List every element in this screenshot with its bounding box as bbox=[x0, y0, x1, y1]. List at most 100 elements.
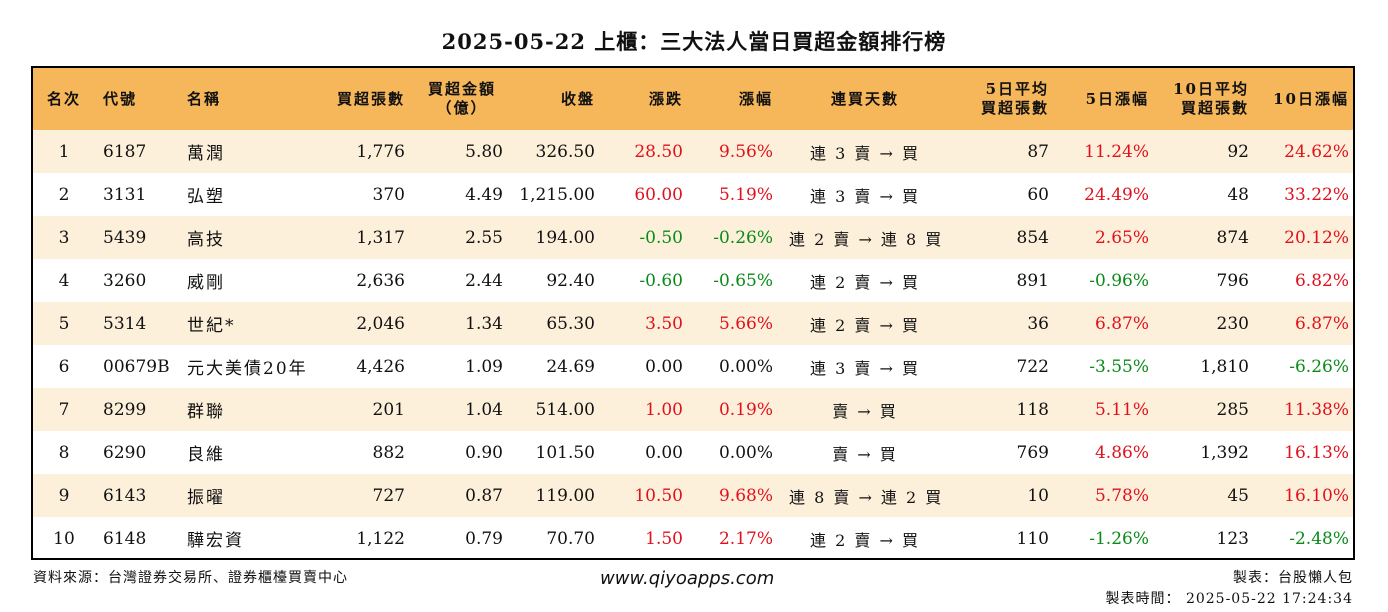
cell-change: -0.60 bbox=[639, 270, 683, 291]
cell-avg5: 10 bbox=[1027, 485, 1049, 506]
cell-pct5: 11.24% bbox=[1084, 141, 1149, 162]
cell-change: -0.50 bbox=[639, 227, 683, 248]
cell-name: 弘塑 bbox=[187, 187, 225, 207]
cell-change: 1.50 bbox=[645, 528, 683, 549]
cell-pct10: 16.13% bbox=[1284, 442, 1349, 463]
cell-pct10: 20.12% bbox=[1284, 227, 1349, 248]
cell-buy-amount: 1.34 bbox=[465, 313, 503, 334]
cell-change: 10.50 bbox=[634, 485, 683, 506]
cell-pct: -0.65% bbox=[713, 270, 773, 291]
cell-avg10: 123 bbox=[1216, 528, 1249, 549]
cell-buy-lots: 370 bbox=[372, 184, 405, 205]
cell-pct: 0.00% bbox=[718, 442, 773, 463]
cell-pct: 0.00% bbox=[718, 356, 773, 377]
cell-avg5: 722 bbox=[1016, 356, 1049, 377]
table-row: 4 3260 威剛 2,636 2.44 92.40 -0.60 -0.65% 連 2 賣 → … bbox=[33, 259, 1353, 302]
ranking-table: 名次 代號 名稱 買超張數 買超金額 （億） 收盤 漲跌 漲幅 連買天數 5日平… bbox=[31, 66, 1355, 560]
data-source: 資料來源：台灣證券交易所、證券櫃檯買賣中心 bbox=[33, 570, 348, 586]
cell-buy-lots: 882 bbox=[372, 442, 405, 463]
cell-streak: 連 3 賣 → 買 bbox=[810, 143, 920, 163]
cell-change: 60.00 bbox=[634, 184, 683, 205]
header-pct10: 10日漲幅 bbox=[1273, 89, 1349, 108]
cell-pct10: 33.22% bbox=[1284, 184, 1349, 205]
cell-change: 28.50 bbox=[634, 141, 683, 162]
cell-buy-amount: 1.04 bbox=[465, 399, 503, 420]
table-row: 7 8299 群聯 201 1.04 514.00 1.00 0.19% 賣 → 買 118 5.1… bbox=[33, 388, 1353, 431]
cell-avg5: 769 bbox=[1016, 442, 1049, 463]
cell-avg10: 874 bbox=[1216, 227, 1249, 248]
cell-pct10: 11.38% bbox=[1284, 399, 1349, 420]
header-code: 代號 bbox=[103, 89, 138, 108]
cell-streak: 連 2 賣 → 買 bbox=[810, 315, 920, 335]
cell-buy-lots: 1,122 bbox=[356, 528, 405, 549]
cell-buy-amount: 4.49 bbox=[465, 184, 503, 205]
cell-avg10: 45 bbox=[1227, 485, 1249, 506]
cell-pct10: -6.26% bbox=[1289, 356, 1349, 377]
cell-buy-amount: 2.44 bbox=[465, 270, 503, 291]
cell-rank: 8 bbox=[58, 442, 70, 463]
cell-streak: 連 3 賣 → 買 bbox=[810, 186, 920, 206]
cell-avg10: 285 bbox=[1216, 399, 1249, 420]
cell-rank: 10 bbox=[53, 528, 75, 549]
cell-code: 3131 bbox=[103, 184, 147, 205]
cell-pct5: -0.96% bbox=[1089, 270, 1149, 291]
cell-name: 驊宏資 bbox=[187, 531, 244, 551]
cell-change: 0.00 bbox=[645, 356, 683, 377]
cell-avg5: 854 bbox=[1016, 227, 1049, 248]
cell-pct5: 4.86% bbox=[1094, 442, 1149, 463]
header-change: 漲跌 bbox=[648, 89, 683, 108]
table-time: 製表時間： 2025-05-22 17:24:34 bbox=[1105, 591, 1353, 607]
cell-streak: 連 3 賣 → 買 bbox=[810, 358, 920, 378]
header-avg5: 5日平均 買超張數 bbox=[949, 68, 1057, 130]
table-row: 8 6290 良維 882 0.90 101.50 0.00 0.00% 賣 → 買 769 4.8… bbox=[33, 431, 1353, 474]
cell-buy-lots: 727 bbox=[372, 485, 405, 506]
cell-pct10: -2.48% bbox=[1289, 528, 1349, 549]
header-pct5: 5日漲幅 bbox=[1085, 89, 1149, 108]
cell-change: 0.00 bbox=[645, 442, 683, 463]
cell-buy-amount: 1.09 bbox=[465, 356, 503, 377]
header-avg5-line2: 買超張數 bbox=[980, 99, 1049, 117]
table-maker: 製表：台股懶人包 bbox=[1233, 570, 1353, 586]
cell-name: 良維 bbox=[187, 445, 225, 465]
cell-change: 1.00 bbox=[645, 399, 683, 420]
header-buy-lots: 買超張數 bbox=[336, 89, 405, 108]
cell-close: 119.00 bbox=[535, 485, 595, 506]
cell-avg5: 36 bbox=[1027, 313, 1049, 334]
cell-pct: 9.56% bbox=[718, 141, 773, 162]
cell-name: 世紀* bbox=[187, 316, 236, 336]
cell-code: 6290 bbox=[103, 442, 147, 463]
cell-buy-lots: 1,317 bbox=[356, 227, 405, 248]
cell-close: 24.69 bbox=[546, 356, 595, 377]
website-link[interactable]: www.qiyoapps.com bbox=[600, 568, 775, 589]
cell-buy-lots: 2,636 bbox=[356, 270, 405, 291]
cell-code: 6143 bbox=[103, 485, 147, 506]
cell-avg10: 1,810 bbox=[1200, 356, 1249, 377]
cell-pct10: 24.62% bbox=[1284, 141, 1349, 162]
header-avg10: 10日平均 買超張數 bbox=[1157, 68, 1257, 130]
table-row: 2 3131 弘塑 370 4.49 1,215.00 60.00 5.19% 連 3 賣 → … bbox=[33, 173, 1353, 216]
cell-name: 萬潤 bbox=[187, 144, 225, 164]
cell-pct5: -1.26% bbox=[1089, 528, 1149, 549]
cell-close: 1,215.00 bbox=[519, 184, 595, 205]
cell-avg5: 87 bbox=[1027, 141, 1049, 162]
cell-pct5: -3.55% bbox=[1089, 356, 1149, 377]
cell-streak: 連 8 賣 → 連 2 買 bbox=[789, 487, 944, 507]
cell-buy-lots: 4,426 bbox=[356, 356, 405, 377]
cell-streak: 賣 → 買 bbox=[832, 401, 898, 421]
table-row: 5 5314 世紀* 2,046 1.34 65.30 3.50 5.66% 連 2 賣 → 買… bbox=[33, 302, 1353, 345]
cell-rank: 5 bbox=[58, 313, 70, 334]
cell-pct10: 6.87% bbox=[1294, 313, 1349, 334]
cell-close: 326.50 bbox=[535, 141, 595, 162]
cell-buy-amount: 0.87 bbox=[465, 485, 503, 506]
table-row: 3 5439 高技 1,317 2.55 194.00 -0.50 -0.26% 連 2 賣 →… bbox=[33, 216, 1353, 259]
cell-rank: 1 bbox=[58, 141, 70, 162]
cell-buy-amount: 2.55 bbox=[465, 227, 503, 248]
cell-pct10: 16.10% bbox=[1284, 485, 1349, 506]
header-buy-amount: 買超金額 （億） bbox=[413, 68, 511, 130]
header-buy-amount-line2: （億） bbox=[436, 99, 488, 117]
cell-close: 70.70 bbox=[546, 528, 595, 549]
cell-buy-lots: 2,046 bbox=[356, 313, 405, 334]
cell-pct: 9.68% bbox=[718, 485, 773, 506]
table-body: 1 6187 萬潤 1,776 5.80 326.50 28.50 9.56% 連 3 賣 → … bbox=[33, 130, 1353, 558]
cell-close: 101.50 bbox=[535, 442, 595, 463]
